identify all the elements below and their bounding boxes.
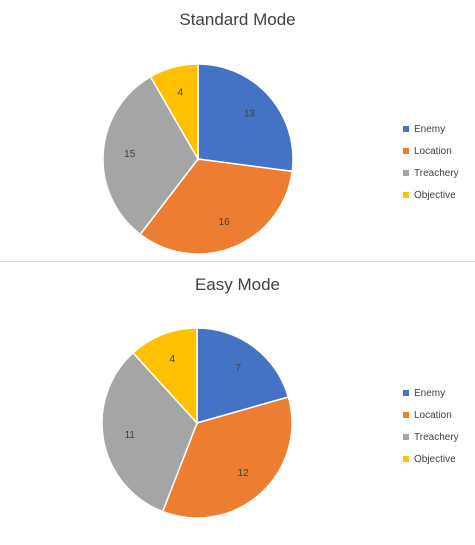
- pie-slice-location: [161, 396, 293, 519]
- legend-item-objective: Objective: [403, 448, 459, 470]
- legend-swatch-objective: [403, 456, 409, 462]
- chart-divider: [0, 261, 475, 262]
- legend-item-location: Location: [403, 140, 459, 162]
- pie-slice-treachery: [102, 75, 199, 236]
- data-label-enemy: 13: [244, 109, 256, 120]
- data-label-enemy: 7: [235, 363, 241, 374]
- data-label-treachery: 11: [125, 430, 136, 441]
- legend-item-enemy: Enemy: [403, 118, 459, 140]
- chart-title: Standard Mode: [179, 10, 296, 29]
- legend-swatch-treachery: [403, 434, 409, 440]
- legend-item-treachery: Treachery: [403, 426, 459, 448]
- standard-mode-legend: Enemy Location Treachery Objective: [403, 118, 459, 206]
- pie-slice-treachery: [101, 351, 198, 513]
- data-label-objective: 4: [170, 354, 176, 365]
- legend-label: Treachery: [414, 167, 459, 179]
- standard-mode-pie: 13 16 15 4: [102, 63, 294, 255]
- legend-label: Enemy: [414, 387, 446, 399]
- pie-slice-enemy: [197, 63, 294, 173]
- easy-mode-chart: Easy Mode 7 12 11 4 Enemy Location Treacher…: [0, 263, 475, 545]
- standard-mode-chart: Standard Mode 13 16 15 4 Enemy Location Tre…: [0, 0, 475, 262]
- data-label-location: 12: [238, 468, 250, 479]
- pie-slice-enemy: [196, 327, 290, 424]
- legend-swatch-objective: [403, 192, 409, 198]
- easy-mode-pie: 7 12 11 4: [101, 327, 293, 519]
- pie-slice-objective: [149, 63, 199, 162]
- chart-title: Easy Mode: [194, 275, 281, 294]
- legend-item-location: Location: [403, 404, 459, 426]
- data-label-objective: 4: [178, 88, 184, 99]
- legend-item-treachery: Treachery: [403, 162, 459, 184]
- legend-swatch-location: [403, 412, 409, 418]
- legend-item-objective: Objective: [403, 184, 459, 206]
- legend-swatch-enemy: [403, 126, 409, 132]
- legend-label: Treachery: [414, 431, 459, 443]
- legend-label: Enemy: [414, 123, 446, 135]
- legend-item-enemy: Enemy: [403, 382, 459, 404]
- legend-label: Objective: [414, 453, 456, 465]
- pie-slice-location: [139, 158, 294, 255]
- data-label-treachery: 15: [124, 149, 136, 160]
- legend-label: Location: [414, 145, 452, 157]
- easy-mode-legend: Enemy Location Treachery Objective: [403, 382, 459, 470]
- legend-swatch-location: [403, 148, 409, 154]
- legend-label: Objective: [414, 189, 456, 201]
- legend-swatch-treachery: [403, 170, 409, 176]
- pie-slice-objective: [131, 327, 198, 425]
- data-label-location: 16: [219, 217, 231, 228]
- legend-label: Location: [414, 409, 452, 421]
- legend-swatch-enemy: [403, 390, 409, 396]
